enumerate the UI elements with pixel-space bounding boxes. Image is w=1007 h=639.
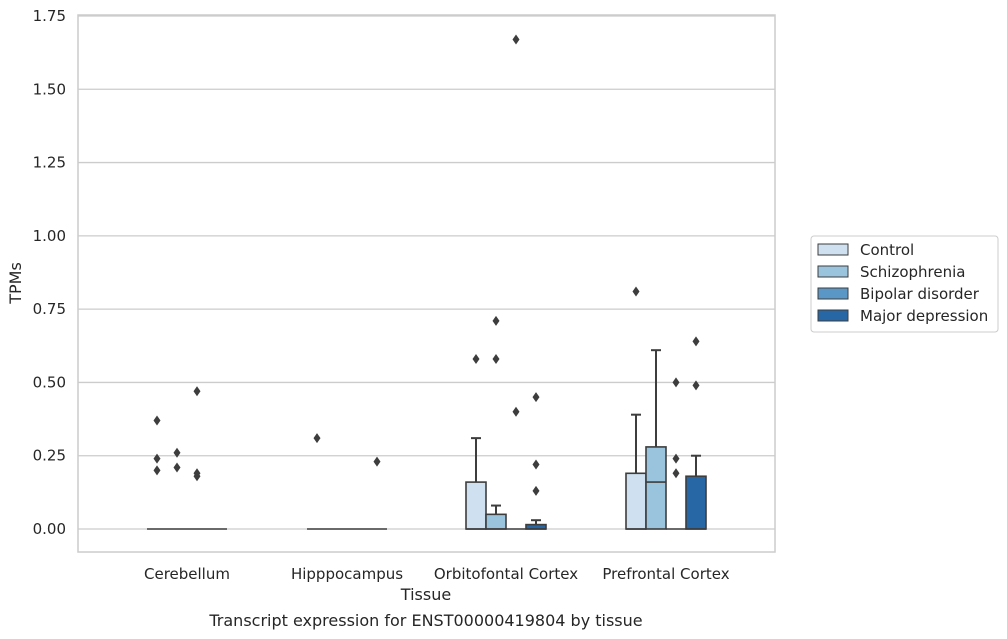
y-tick-label: 0.00	[33, 520, 66, 538]
box-body	[465, 481, 487, 530]
x-tick-label: Cerebellum	[144, 565, 230, 583]
outlier-point	[193, 471, 201, 482]
box-schizophrenia	[645, 349, 667, 530]
plot-background	[77, 14, 776, 553]
y-tick-label: 1.50	[33, 80, 66, 98]
y-tick-label: 0.50	[33, 373, 66, 391]
box-major-depression	[525, 519, 547, 530]
box-schizophrenia	[485, 504, 507, 530]
x-tick-labels: Cerebellum Hipppocampus Orbitofontal Corte…	[144, 565, 730, 583]
y-tick-label: 1.00	[33, 227, 66, 245]
y-axis-label: TPMs	[6, 262, 25, 305]
outlier-point	[692, 336, 700, 347]
y-tick-labels: 0.00 0.25 0.50 0.75 1.00 1.25 1.50 1.75	[33, 7, 66, 538]
x-tick-label: Prefrontal Cortex	[602, 565, 729, 583]
box-control	[465, 437, 487, 530]
y-tick-label: 0.25	[33, 447, 66, 465]
outlier-point	[532, 459, 540, 470]
legend-swatch	[817, 287, 849, 300]
outlier-point	[313, 433, 321, 444]
x-tick-label: Hipppocampus	[291, 565, 403, 583]
box-body	[625, 472, 647, 530]
legend-swatch	[817, 265, 849, 278]
outlier-point	[492, 315, 500, 326]
legend-label: Control	[860, 241, 914, 259]
x-axis-label: Tissue	[400, 585, 451, 604]
y-tick-label: 0.75	[33, 300, 66, 318]
legend-frame	[810, 235, 999, 333]
y-tick-label: 1.25	[33, 154, 66, 172]
chart-caption: Transcript expression for ENST0000041980…	[208, 611, 642, 630]
outlier-point	[532, 392, 540, 403]
grid-lines	[78, 15, 775, 530]
outlier-point	[173, 447, 181, 458]
outlier-point	[672, 468, 680, 479]
box-body	[645, 446, 667, 530]
y-tick-label: 1.75	[33, 7, 66, 25]
outlier-point	[672, 377, 680, 388]
outlier-point	[373, 456, 381, 467]
legend: Control Schizophrenia Bipolar disorder Majo…	[810, 235, 999, 333]
outlier-point	[153, 453, 161, 464]
box-body	[485, 513, 507, 530]
box-major-depression	[685, 454, 707, 530]
outlier-point	[472, 353, 480, 364]
legend-label: Schizophrenia	[860, 263, 965, 281]
legend-swatch	[817, 243, 849, 256]
outlier-point	[153, 465, 161, 476]
legend-label: Major depression	[860, 307, 988, 325]
x-tick-label: Orbitofontal Cortex	[434, 565, 578, 583]
outlier-point	[492, 353, 500, 364]
outlier-point	[173, 462, 181, 473]
outlier-point	[512, 406, 520, 417]
outlier-point	[532, 485, 540, 496]
outlier-point	[153, 415, 161, 426]
outlier-point	[632, 286, 640, 297]
outlier-point	[512, 34, 520, 45]
outlier-point	[672, 453, 680, 464]
legend-swatch	[817, 309, 849, 322]
outlier-point	[193, 386, 201, 397]
box-plots	[147, 349, 707, 530]
legend-label: Bipolar disorder	[860, 285, 980, 303]
box-body	[685, 475, 707, 530]
outlier-points	[153, 34, 700, 496]
outlier-point	[692, 380, 700, 391]
